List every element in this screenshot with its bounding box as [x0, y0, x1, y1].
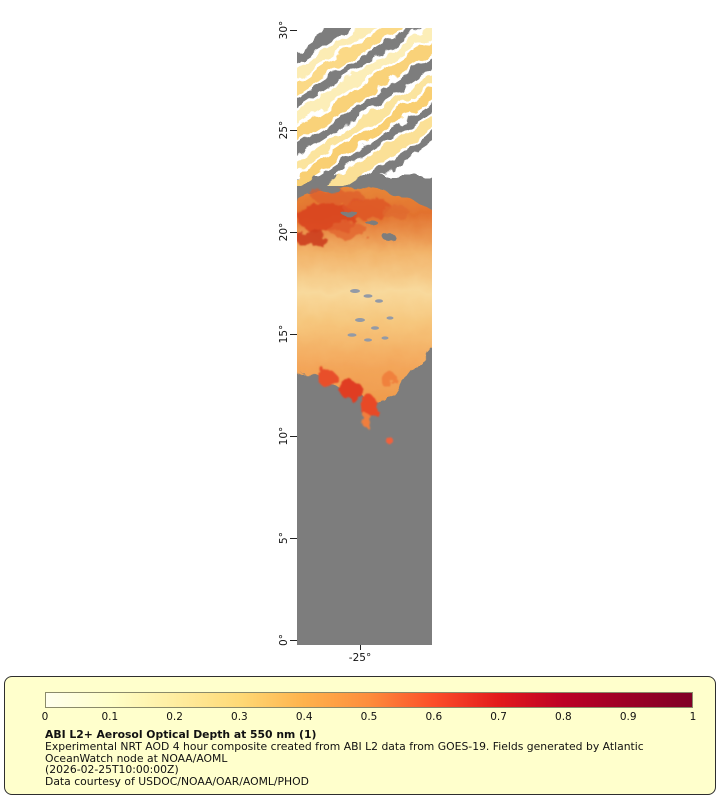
colorbar-tick-label: 1 [689, 711, 697, 723]
colorbar-tick-label: 0.8 [555, 711, 572, 723]
legend-description: Experimental NRT AOD 4 hour composite cr… [45, 739, 644, 765]
latitude-tick-label: 0° [278, 634, 290, 646]
colorbar [45, 692, 693, 708]
colorbar-tick-label: 0.6 [425, 711, 443, 723]
latitude-tick [290, 334, 297, 335]
longitude-tick-label: -25° [348, 652, 372, 664]
island-cloud-specks [347, 289, 394, 342]
cloud-gaps [321, 187, 396, 240]
latitude-tick-label: 5° [278, 532, 290, 544]
colorbar-tick-label: 0.7 [490, 711, 507, 723]
latitude-tick-label: 20° [278, 222, 290, 242]
latitude-tick [290, 640, 297, 641]
longitude-tick [360, 645, 361, 650]
colorbar-tick-label: 0.4 [295, 711, 313, 723]
colorbar-tick-label: 0.2 [166, 711, 183, 723]
latitude-tick [290, 232, 297, 233]
colorbar-tick-label: 0.1 [101, 711, 119, 723]
latitude-tick-label: 30° [278, 20, 290, 40]
latitude-tick [290, 130, 297, 131]
colorbar-tick-label: 0 [41, 711, 49, 723]
colorbar-tick-label: 0.3 [231, 711, 248, 723]
legend-text-block: ABI L2+ Aerosol Optical Depth at 550 nm … [45, 729, 697, 788]
legend-title: ABI L2+ Aerosol Optical Depth at 550 nm … [45, 728, 317, 741]
colorbar-tick-label: 0.9 [619, 711, 637, 723]
coastal-hotspots [317, 370, 398, 445]
latitude-tick-label: 10° [278, 426, 290, 446]
latitude-tick [290, 436, 297, 437]
latitude-tick-label: 25° [278, 120, 290, 140]
colorbar-ticks: 0 0.1 0.2 0.3 0.4 0.5 0.6 0.7 0.8 0.9 1 [41, 711, 697, 724]
cloud-streaks [297, 28, 432, 186]
legend-timestamp: (2026-02-25T10:00:00Z) [45, 763, 179, 777]
legend-credit: Data courtesy of USDOC/NOAA/OAR/AOML/PHO… [45, 775, 309, 789]
legend-panel: 0 0.1 0.2 0.3 0.4 0.5 0.6 0.7 0.8 0.9 1 … [4, 676, 716, 795]
latitude-tick [290, 30, 297, 31]
aerosol-map [297, 28, 432, 645]
latitude-tick-label: 15° [278, 324, 290, 344]
latitude-tick [290, 538, 297, 539]
colorbar-tick-label: 0.5 [360, 711, 378, 723]
